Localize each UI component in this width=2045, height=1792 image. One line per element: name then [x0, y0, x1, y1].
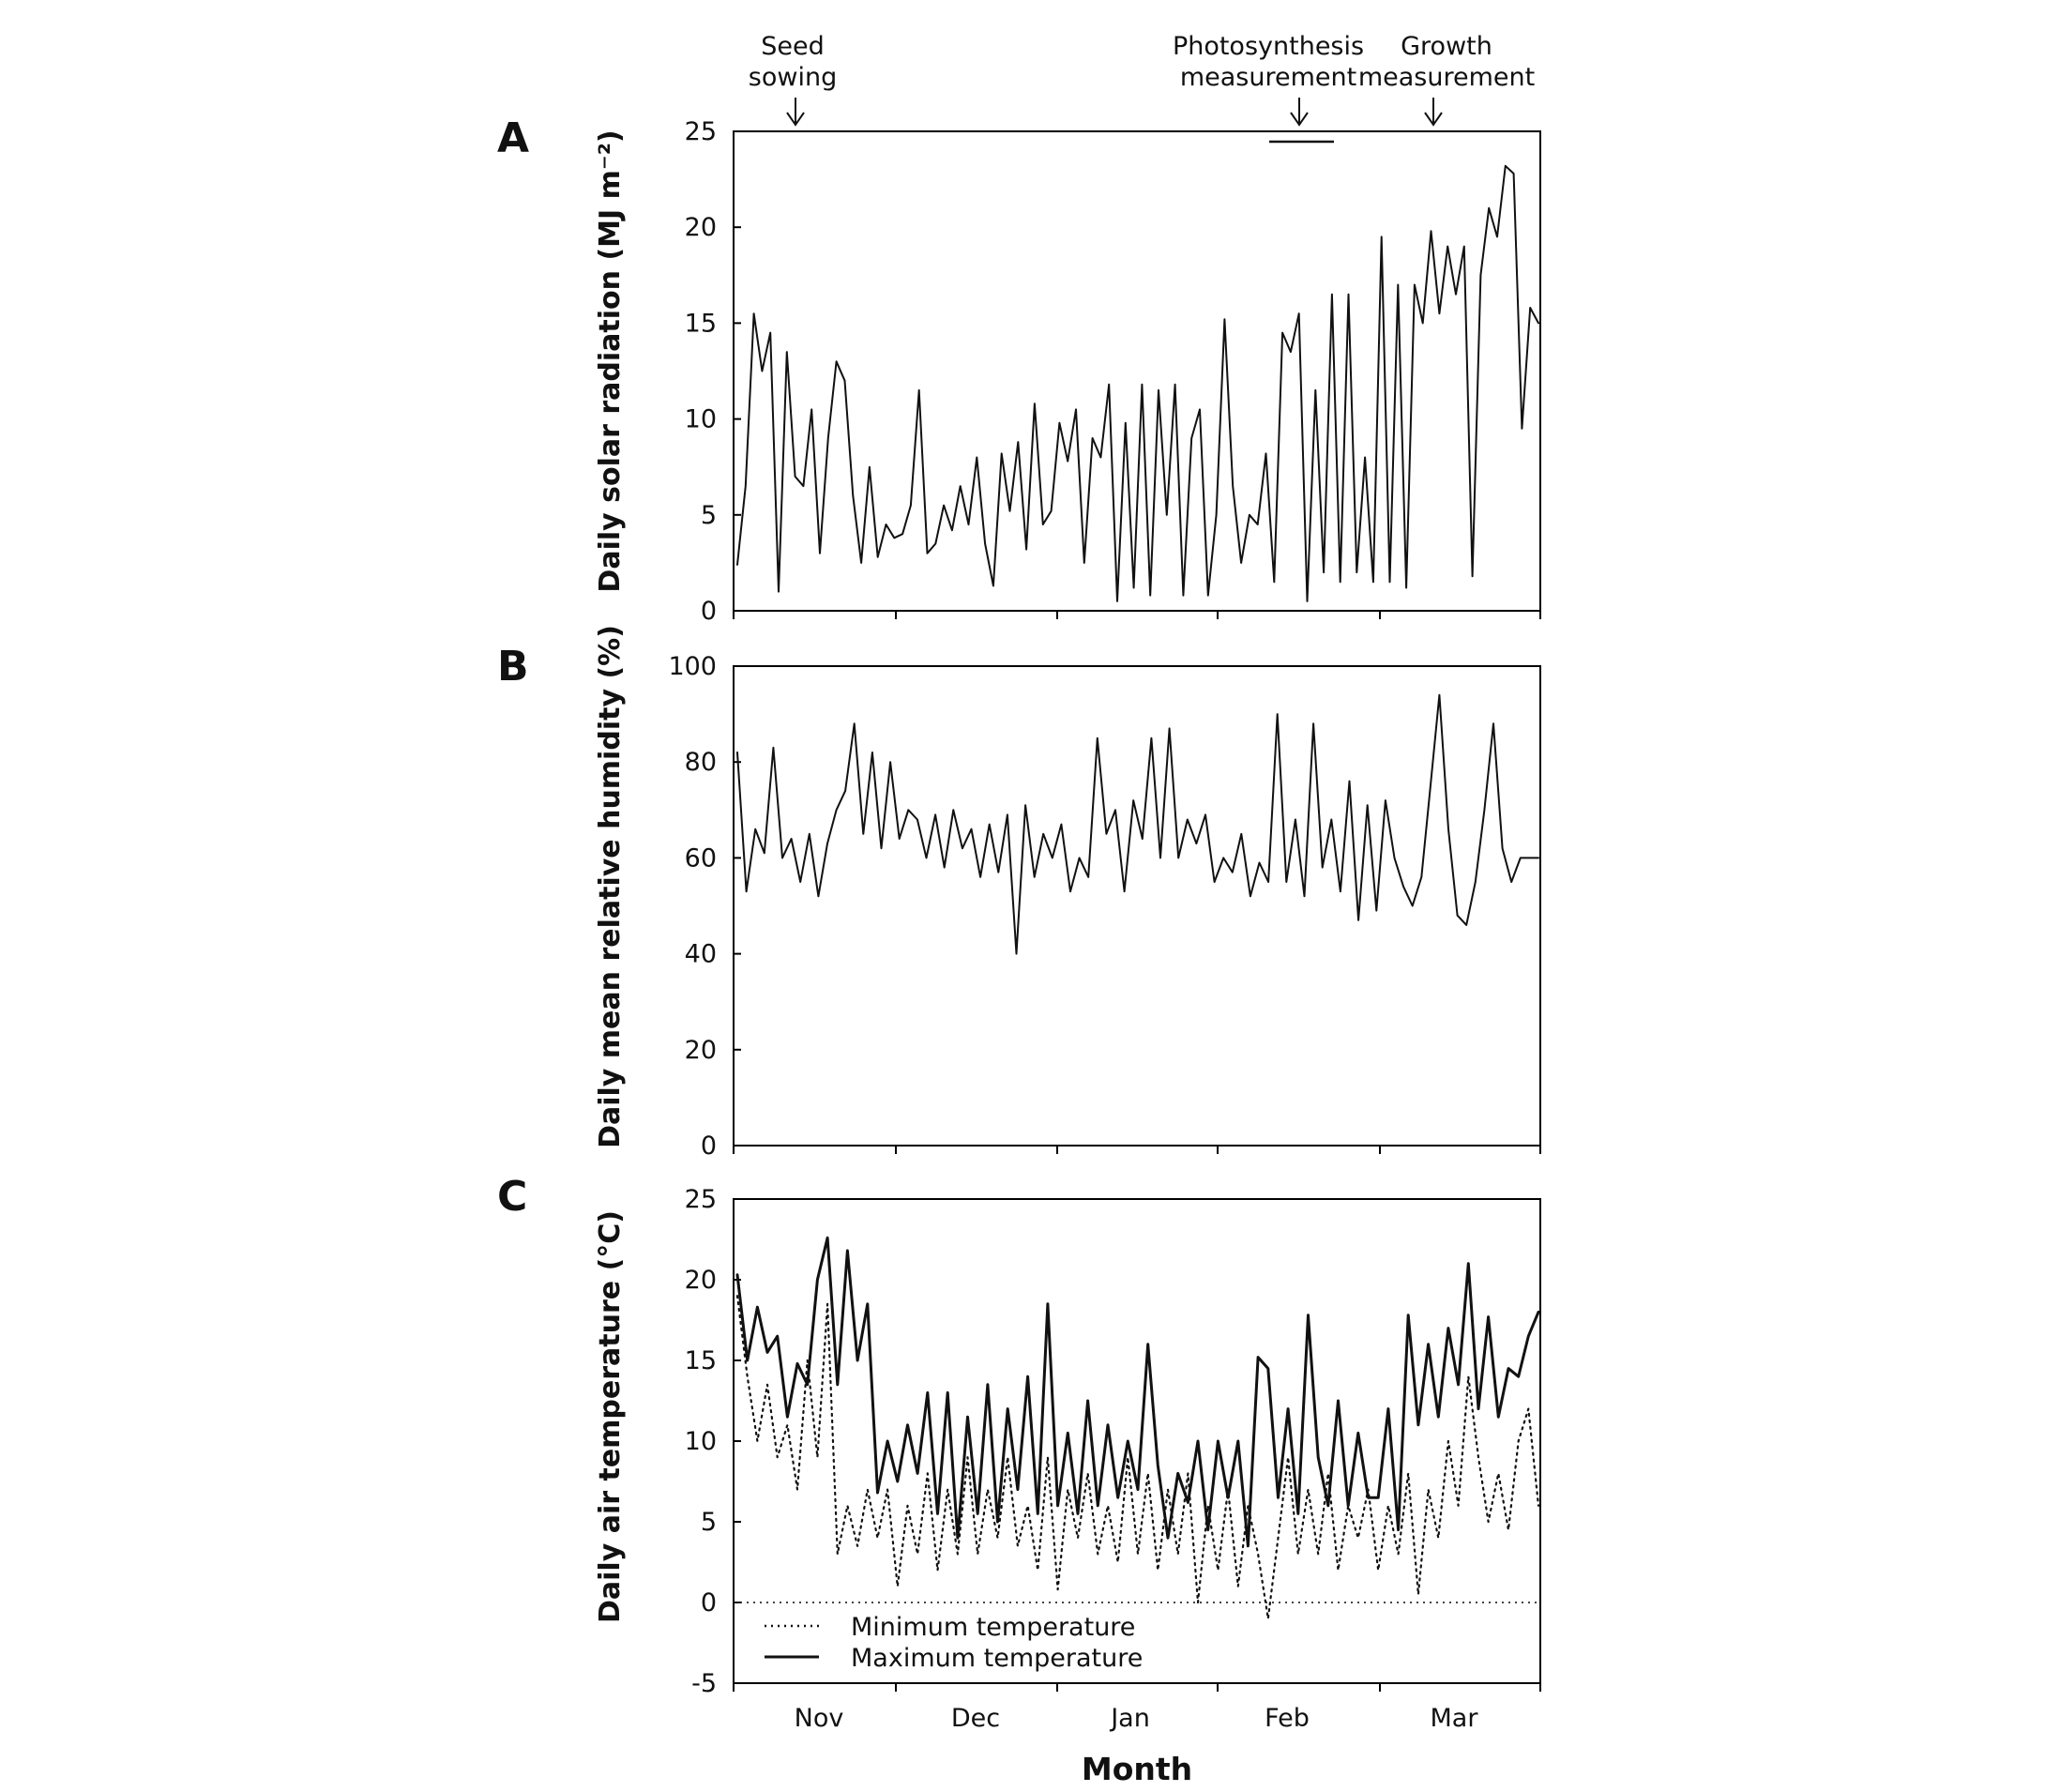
panel-b-frame	[733, 665, 1541, 1147]
legend-min-label: Minimum temperature	[851, 1613, 1135, 1642]
annotation-photosynthesis-line2: measurement	[1180, 63, 1356, 92]
y-tick-label-b-3: 60	[685, 843, 717, 873]
panel-c-frame	[733, 1198, 1541, 1684]
y-tick-label-a-0: 0	[701, 597, 717, 626]
panel-letter-a: A	[497, 114, 529, 162]
month-label-jan: Jan	[1109, 1704, 1150, 1733]
y-tick-label-a-4: 20	[685, 213, 717, 242]
photosynthesis-arrow-icon	[1290, 98, 1309, 127]
series-c-minimum-temperature	[735, 1295, 1540, 1620]
y-tick-label-c-4: 15	[685, 1346, 717, 1375]
x-axis-label: Month	[1082, 1751, 1192, 1787]
panel-a-frame	[733, 130, 1541, 612]
y-tick-label-c-5: 20	[685, 1266, 717, 1295]
y-tick-label-c-2: 5	[701, 1508, 717, 1537]
month-label-dec: Dec	[951, 1704, 1000, 1733]
series-a-daily-solar-radiation	[736, 164, 1539, 602]
y-tick-label-c-0: -5	[691, 1669, 717, 1698]
y-tick-label-c-3: 10	[685, 1427, 717, 1456]
annotation-seed-sowing-line1: Seed	[761, 32, 825, 61]
annotation-growth-line1: Growth	[1401, 32, 1492, 61]
month-label-mar: Mar	[1431, 1704, 1479, 1733]
y-tick-label-b-0: 0	[701, 1131, 717, 1161]
ylabel-solar-radiation: Daily solar radiation (MJ m⁻²)	[594, 129, 627, 592]
y-tick-label-b-5: 100	[668, 652, 717, 681]
annotation-seed-sowing-line2: sowing	[749, 63, 837, 92]
y-tick-label-b-4: 80	[685, 748, 717, 777]
seed-sowing-arrow-icon	[786, 98, 805, 127]
y-tick-label-a-2: 10	[685, 405, 717, 434]
y-tick-label-c-6: 25	[685, 1185, 717, 1214]
panel-letter-b: B	[497, 643, 529, 691]
panel-letter-c: C	[497, 1173, 527, 1221]
y-tick-label-a-1: 5	[701, 501, 717, 530]
y-tick-label-b-1: 20	[685, 1036, 717, 1065]
growth-arrow-icon	[1424, 98, 1443, 127]
y-tick-label-a-3: 15	[685, 309, 717, 338]
legend-max-label: Maximum temperature	[851, 1644, 1143, 1673]
series-b-daily-mean-relative-humidity	[736, 693, 1539, 955]
annotation-photosynthesis-line1: Photosynthesis	[1173, 32, 1364, 61]
y-tick-label-b-2: 40	[685, 940, 717, 969]
series-c-maximum-temperature	[735, 1236, 1540, 1548]
month-label-nov: Nov	[795, 1704, 844, 1733]
ylabel-temperature: Daily air temperature (°C)	[594, 1210, 627, 1623]
ylabel-humidity: Daily mean relative humidity (%)	[594, 625, 627, 1148]
month-label-feb: Feb	[1265, 1704, 1310, 1733]
y-tick-label-a-5: 25	[685, 117, 717, 146]
annotation-growth-line2: measurement	[1358, 63, 1535, 92]
y-tick-label-c-1: 0	[701, 1588, 717, 1617]
